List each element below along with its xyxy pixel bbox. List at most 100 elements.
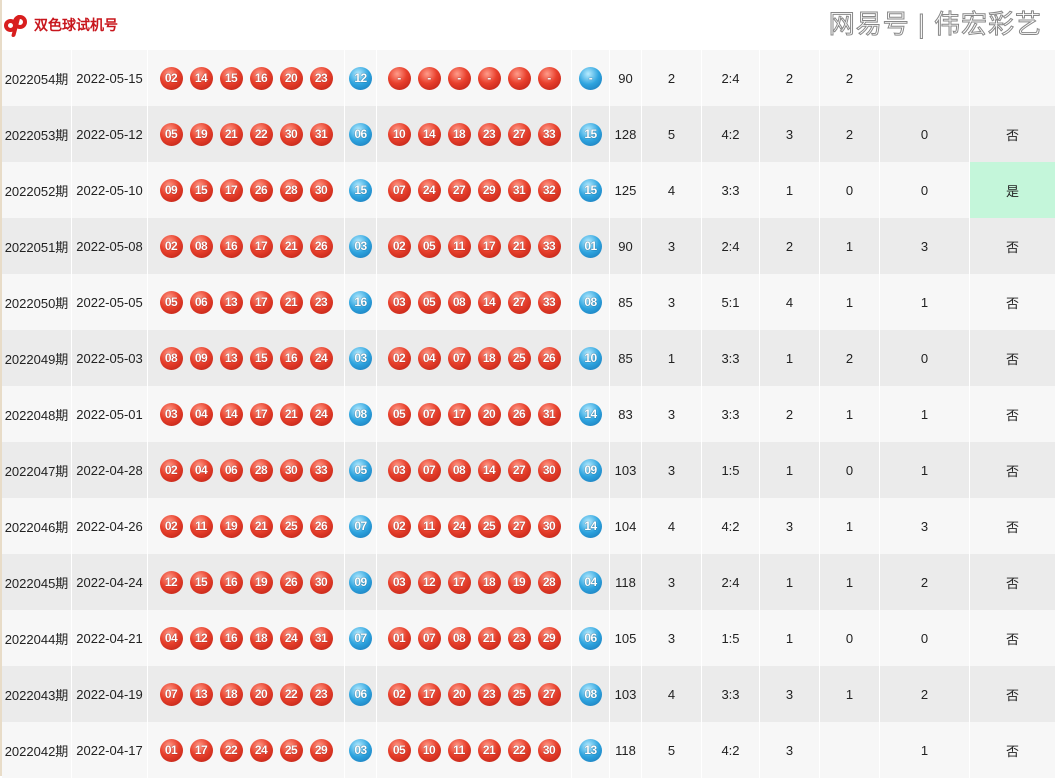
red-ball: 09 (159, 178, 183, 202)
cell-c2: 1 (760, 162, 820, 218)
blue-ball: 03 (349, 738, 372, 762)
cell-c3: 1 (820, 274, 880, 330)
red-ball: 24 (249, 738, 273, 762)
cell-c1: 4 (642, 666, 702, 722)
cell-draw-blue: 15 (572, 162, 610, 218)
cell-c1: 5 (642, 106, 702, 162)
red-ball: 20 (279, 66, 303, 90)
cell-c4: 0 (880, 330, 970, 386)
cell-ratio: 3:3 (702, 162, 760, 218)
cell-c4: 1 (880, 442, 970, 498)
red-ball: 24 (309, 346, 333, 370)
red-ball: 04 (417, 346, 441, 370)
blue-ball: 15 (579, 178, 602, 202)
blue-ball: 08 (579, 290, 602, 314)
cell-draw-blue: 13 (572, 722, 610, 778)
red-ball: 31 (309, 122, 333, 146)
red-ball: 03 (159, 402, 183, 426)
red-ball: 17 (417, 682, 441, 706)
blue-ball: 06 (349, 122, 372, 146)
cell-test-red: 12 15 16 19 26 30 (148, 554, 345, 610)
cell-period: 2022044期 (2, 610, 72, 666)
red-ball: 05 (159, 290, 183, 314)
blue-ball: 14 (579, 402, 602, 426)
red-ball: 10 (387, 122, 411, 146)
red-ball: 03 (387, 570, 411, 594)
blue-ball: 05 (349, 458, 372, 482)
cell-ratio: 5:1 (702, 274, 760, 330)
cell-period: 2022053期 (2, 106, 72, 162)
cell-date: 2022-04-26 (72, 498, 148, 554)
red-ball: 11 (189, 514, 213, 538)
dp-logo-icon (4, 13, 28, 37)
cell-match: 是 (970, 162, 1056, 218)
red-ball: 21 (507, 234, 531, 258)
red-ball: 30 (279, 458, 303, 482)
cell-c4: 1 (880, 722, 970, 778)
cell-period: 2022049期 (2, 330, 72, 386)
red-ball: 06 (219, 458, 243, 482)
cell-draw-blue: 14 (572, 386, 610, 442)
red-ball: 30 (537, 514, 561, 538)
table-row: 2022046期 2022-04-26 02 11 19 21 25 26 07 02 11 24 25… (2, 498, 1056, 554)
blue-ball: 13 (579, 738, 602, 762)
cell-date: 2022-05-12 (72, 106, 148, 162)
cell-test-blue: 07 (345, 610, 377, 666)
red-ball: 08 (159, 346, 183, 370)
cell-match: 否 (970, 218, 1056, 274)
red-ball: 23 (477, 682, 501, 706)
table-row: 2022048期 2022-05-01 03 04 14 17 21 24 08 05 07 17 20… (2, 386, 1056, 442)
cell-c2: 2 (760, 386, 820, 442)
cell-match (970, 50, 1056, 106)
cell-test-red: 02 04 06 28 30 33 (148, 442, 345, 498)
red-ball: 12 (159, 570, 183, 594)
page-title: 双色球试机号 (34, 17, 118, 33)
red-ball: 24 (447, 514, 471, 538)
red-ball: 29 (309, 738, 333, 762)
cell-test-blue: 09 (345, 554, 377, 610)
cell-date: 2022-04-17 (72, 722, 148, 778)
blue-ball: 07 (349, 514, 372, 538)
cell-draw-blue: 08 (572, 666, 610, 722)
cell-c1: 2 (642, 50, 702, 106)
red-ball: 20 (477, 402, 501, 426)
red-ball: 23 (507, 626, 531, 650)
blue-ball: 08 (349, 402, 372, 426)
cell-test-blue: 03 (345, 218, 377, 274)
cell-c4 (880, 50, 970, 106)
cell-draw-blue: - (572, 50, 610, 106)
red-ball: 30 (309, 178, 333, 202)
red-ball: 17 (447, 570, 471, 594)
cell-c3: 0 (820, 162, 880, 218)
red-ball: 15 (219, 66, 243, 90)
blue-ball: 09 (349, 570, 372, 594)
blue-ball: 15 (349, 178, 372, 202)
cell-date: 2022-05-03 (72, 330, 148, 386)
red-ball: 21 (477, 626, 501, 650)
cell-c3 (820, 722, 880, 778)
cell-draw-red: 02 17 20 23 25 27 (377, 666, 572, 722)
cell-c1: 3 (642, 218, 702, 274)
blue-ball: 01 (579, 234, 602, 258)
cell-c1: 4 (642, 498, 702, 554)
red-ball: 30 (309, 570, 333, 594)
red-ball: 22 (279, 682, 303, 706)
table-row: 2022054期 2022-05-15 02 14 15 16 20 23 12- - - - - - -9… (2, 50, 1056, 106)
red-ball: 05 (159, 122, 183, 146)
cell-sum: 103 (610, 442, 642, 498)
red-ball: 33 (309, 458, 333, 482)
red-ball: 05 (417, 234, 441, 258)
cell-c2: 3 (760, 722, 820, 778)
cell-c4: 3 (880, 498, 970, 554)
red-ball: 23 (309, 290, 333, 314)
red-ball: 17 (249, 402, 273, 426)
red-ball: 20 (249, 682, 273, 706)
cell-sum: 90 (610, 50, 642, 106)
blue-ball: 09 (579, 458, 602, 482)
red-ball: 02 (159, 514, 183, 538)
cell-draw-blue: 01 (572, 218, 610, 274)
red-ball: 15 (249, 346, 273, 370)
cell-draw-blue: 04 (572, 554, 610, 610)
cell-match: 否 (970, 106, 1056, 162)
red-ball: 26 (309, 514, 333, 538)
